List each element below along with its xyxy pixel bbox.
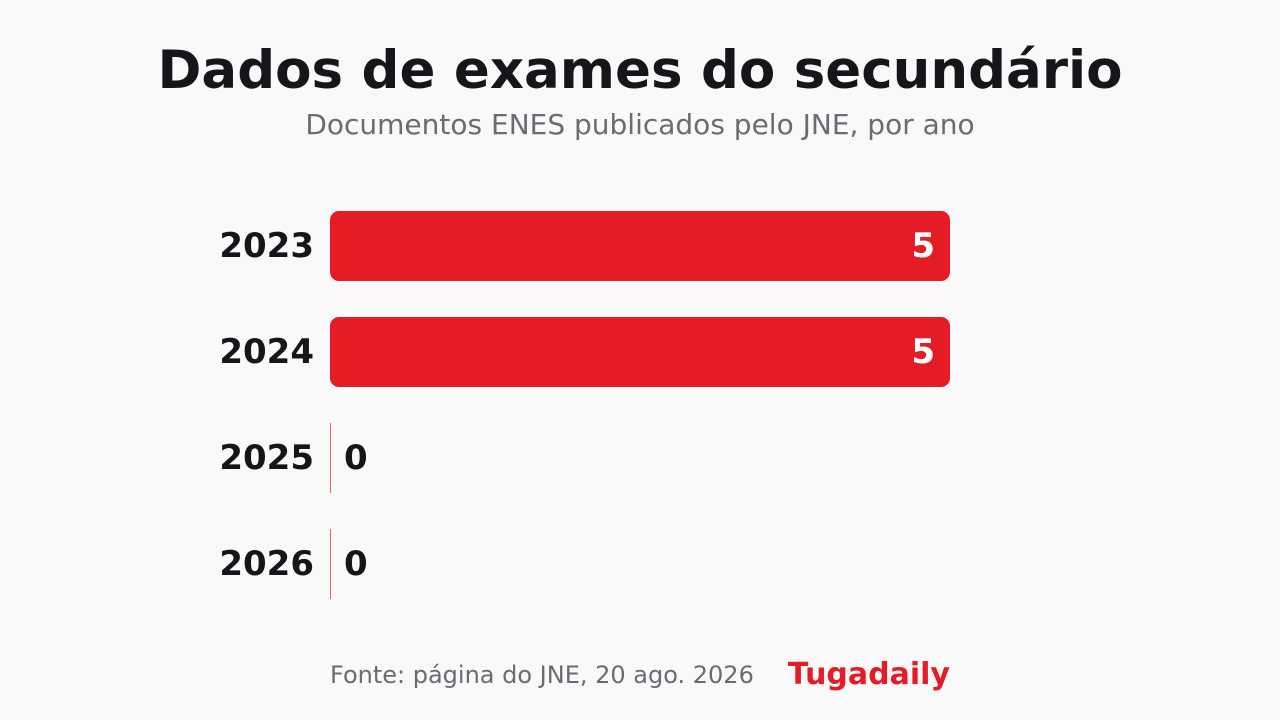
category-label-2024: 2024 bbox=[219, 332, 314, 372]
category-label-2025: 2025 bbox=[219, 438, 314, 478]
brand-logo-text: Tugadaily bbox=[787, 657, 950, 692]
value-label-2023: 5 bbox=[911, 226, 935, 266]
value-label-2026: 0 bbox=[344, 544, 368, 584]
bar-2023 bbox=[330, 211, 950, 281]
category-label-2026: 2026 bbox=[219, 544, 314, 584]
chart-title: Dados de exames do secundário bbox=[157, 40, 1123, 101]
bar-2024 bbox=[330, 317, 950, 387]
value-label-2025: 0 bbox=[344, 438, 368, 478]
value-label-2024: 5 bbox=[911, 332, 935, 372]
source-note: Fonte: página do JNE, 20 ago. 2026 bbox=[330, 661, 754, 689]
chart-subtitle: Documentos ENES publicados pelo JNE, por… bbox=[305, 108, 975, 141]
category-label-2023: 2023 bbox=[219, 226, 314, 266]
